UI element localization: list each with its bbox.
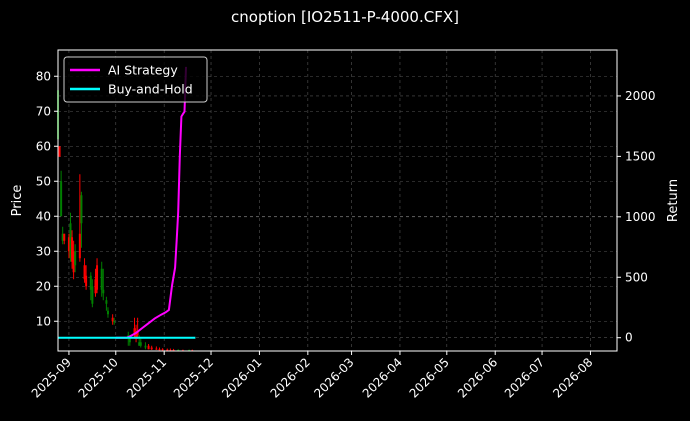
- ai-strategy-line: [115, 66, 187, 339]
- candlesticks: [57, 86, 194, 352]
- x-tick-label: 2026-04: [360, 355, 405, 400]
- y-right-tick-label: 2000: [625, 89, 656, 103]
- x-tick-label: 2025-09: [29, 355, 74, 400]
- y-right-tick-label: 1000: [625, 210, 656, 224]
- legend-item-label: AI Strategy: [108, 63, 178, 78]
- x-tick-label: 2025-12: [171, 355, 216, 400]
- y-left-tick-label: 20: [36, 279, 51, 293]
- y-left-tick-label: 40: [36, 209, 51, 223]
- legend-item-label: Buy-and-Hold: [108, 82, 193, 97]
- x-tick-label: 2026-01: [219, 355, 264, 400]
- y-left-tick-label: 50: [36, 174, 51, 188]
- y-left-tick-label: 10: [36, 314, 51, 328]
- x-tick-label: 2026-07: [502, 355, 547, 400]
- y-right-tick-label: 1500: [625, 149, 656, 163]
- y-right-tick-label: 500: [625, 270, 648, 284]
- y-left-tick-label: 70: [36, 104, 51, 118]
- x-tick-label: 2025-10: [76, 355, 121, 400]
- x-tick-label: 2026-06: [455, 355, 500, 400]
- plot-frame: [57, 49, 618, 352]
- y-right-axis-label: Return: [666, 179, 681, 222]
- x-tick-label: 2026-08: [550, 355, 595, 400]
- x-tick-label: 2025-11: [124, 355, 169, 400]
- y-right-tick-label: 0: [625, 331, 633, 345]
- x-tick-label: 2026-05: [407, 355, 452, 400]
- legend: AI Strategy Buy-and-Hold: [63, 56, 208, 103]
- y-left-axis-label: Price: [10, 185, 25, 217]
- y-left-tick-label: 80: [36, 69, 51, 83]
- y-left-tick-label: 60: [36, 139, 51, 153]
- x-tick-label: 2026-03: [311, 355, 356, 400]
- chart-title: cnoption [IO2511-P-4000.CFX]: [231, 8, 459, 26]
- x-tick-label: 2026-02: [268, 355, 313, 400]
- y-left-tick-label: 30: [36, 244, 51, 258]
